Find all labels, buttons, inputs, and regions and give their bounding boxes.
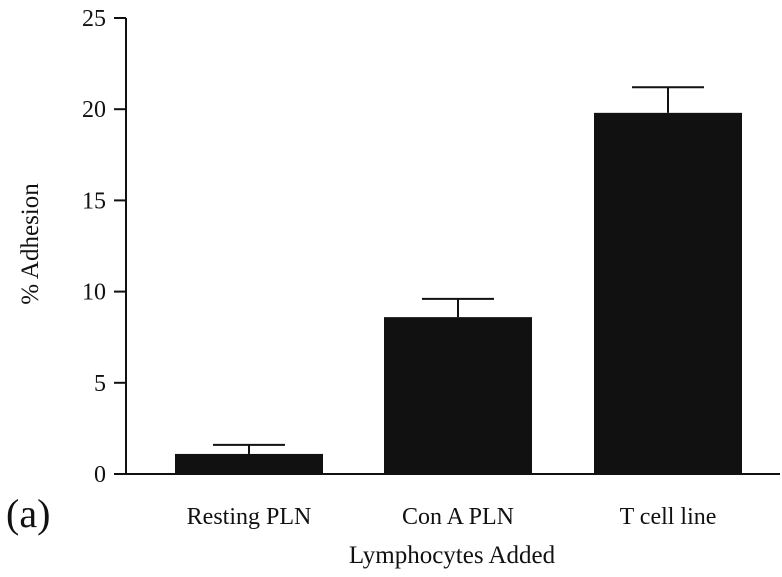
bar: [384, 317, 532, 474]
bar: [175, 453, 323, 474]
bar: [594, 112, 742, 475]
x-tick-label: Con A PLN: [402, 504, 514, 530]
y-axis-ticks: 0 5 10 15 20 25: [82, 6, 126, 488]
panel-label: (a): [6, 491, 50, 536]
x-tick-label: T cell line: [620, 504, 717, 530]
y-tick-label: 0: [94, 462, 106, 488]
y-tick-label: 15: [82, 188, 106, 214]
error-bars: [213, 86, 704, 454]
y-axis-label: % Adhesion: [17, 183, 44, 305]
x-axis-label: Lymphocytes Added: [349, 542, 556, 569]
x-tick-labels: Resting PLN Con A PLN T cell line: [187, 504, 717, 530]
y-tick-label: 20: [82, 97, 106, 123]
y-tick-label: 5: [94, 371, 106, 397]
x-tick-label: Resting PLN: [187, 504, 312, 530]
y-tick-label: 25: [82, 6, 106, 32]
y-tick-label: 10: [82, 280, 106, 306]
bars: [175, 112, 742, 475]
